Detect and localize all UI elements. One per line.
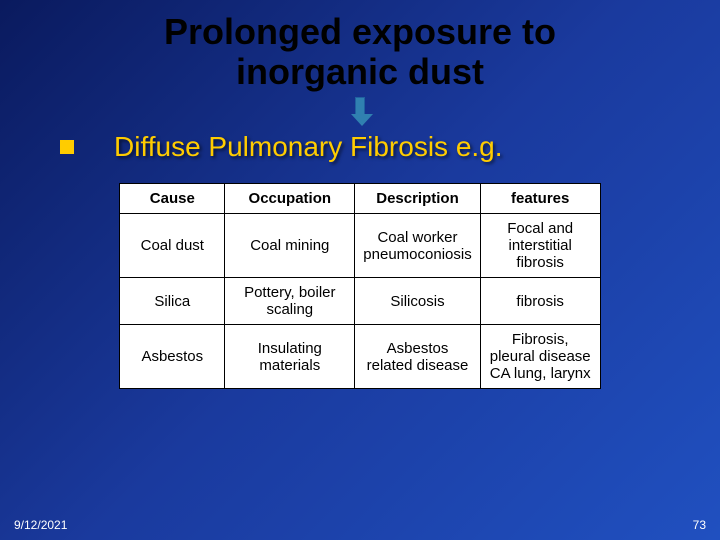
cell-occupation: Insulating materials <box>225 325 355 389</box>
table-container: Cause Occupation Description features Co… <box>0 183 720 389</box>
table-row: Asbestos Insulating materials Asbestos r… <box>120 325 600 389</box>
subtitle-text: Diffuse Pulmonary Fibrosis e.g. <box>114 131 503 163</box>
cell-description: Coal worker pneumoconiosis <box>355 214 480 278</box>
col-header-cause: Cause <box>120 184 225 214</box>
table-row: Coal dust Coal mining Coal worker pneumo… <box>120 214 600 278</box>
cell-description: Asbestos related disease <box>355 325 480 389</box>
cell-occupation: Pottery, boiler scaling <box>225 278 355 325</box>
title-line-1: Prolonged exposure to <box>164 11 556 52</box>
cell-cause: Silica <box>120 278 225 325</box>
footer-date: 9/12/2021 <box>14 518 67 532</box>
slide-title: Prolonged exposure to inorganic dust <box>0 0 720 91</box>
cell-features: fibrosis <box>480 278 600 325</box>
col-header-description: Description <box>355 184 480 214</box>
col-header-occupation: Occupation <box>225 184 355 214</box>
footer-page-number: 73 <box>693 518 706 532</box>
cell-features: Focal and interstitial fibrosis <box>480 214 600 278</box>
col-header-features: features <box>480 184 600 214</box>
down-arrow-icon <box>351 97 369 127</box>
table-row: Silica Pottery, boiler scaling Silicosis… <box>120 278 600 325</box>
cell-description: Silicosis <box>355 278 480 325</box>
subtitle-row: Diffuse Pulmonary Fibrosis e.g. <box>60 131 720 163</box>
cell-occupation: Coal mining <box>225 214 355 278</box>
cell-cause: Coal dust <box>120 214 225 278</box>
fibrosis-table: Cause Occupation Description features Co… <box>119 183 600 389</box>
table-header-row: Cause Occupation Description features <box>120 184 600 214</box>
bullet-icon <box>60 140 74 154</box>
title-line-2: inorganic dust <box>236 51 484 92</box>
arrow-container <box>0 97 720 127</box>
cell-features: Fibrosis, pleural disease CA lung, laryn… <box>480 325 600 389</box>
cell-cause: Asbestos <box>120 325 225 389</box>
